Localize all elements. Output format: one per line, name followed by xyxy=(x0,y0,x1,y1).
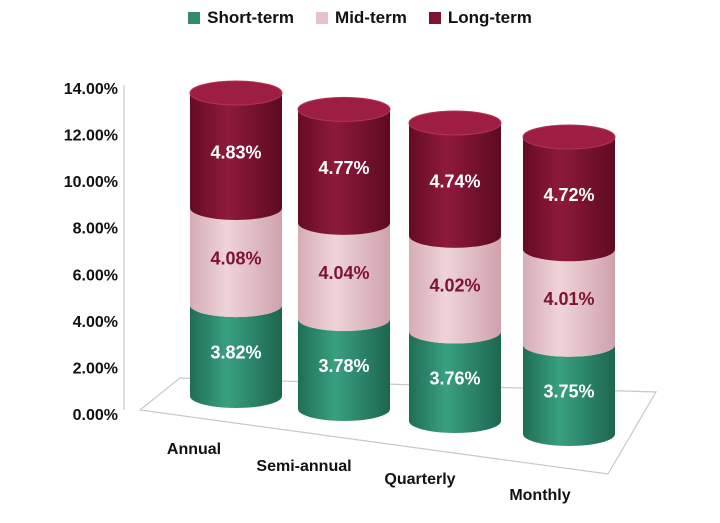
legend-item-long-term: Long-term xyxy=(428,8,532,28)
bar-segment-short-term xyxy=(409,331,501,433)
bar-segment-long-term xyxy=(409,123,501,248)
y-tick-label: 4.00% xyxy=(73,314,118,331)
chart-legend: Short-term Mid-term Long-term xyxy=(0,8,720,28)
cylinder-top-cap xyxy=(408,110,502,136)
bars-group: 3.82% 4.08% 4.83% 3.78% 4.04% 4.77% 3.76% 4.02%… xyxy=(189,80,616,446)
bar-segment-mid-term xyxy=(298,222,390,332)
bar-segment-long-term xyxy=(298,109,390,235)
legend-label-short-term: Short-term xyxy=(207,8,295,27)
data-label: 3.82% xyxy=(210,343,261,363)
legend-label-mid-term: Mid-term xyxy=(335,8,407,27)
legend-swatch-long-term xyxy=(428,12,441,24)
x-tick-label: Semi-annual xyxy=(256,458,351,475)
data-label: 3.76% xyxy=(429,368,480,388)
y-tick-label: 14.00% xyxy=(64,81,118,98)
y-tick-label: 12.00% xyxy=(64,128,118,145)
bar-segment-short-term xyxy=(298,319,390,421)
data-label: 4.77% xyxy=(318,158,369,178)
y-tick-label: 8.00% xyxy=(73,221,118,238)
y-axis: 0.00% 2.00% 4.00% 6.00% 8.00% 10.00% 12.00% 14.… xyxy=(64,81,118,424)
cylinder-annual: 3.82% 4.08% 4.83% xyxy=(189,80,283,408)
bar-segment-mid-term xyxy=(523,249,615,357)
x-axis: Annual Semi-annual Quarterly Monthly xyxy=(167,441,571,504)
y-tick-label: 10.00% xyxy=(64,174,118,191)
data-label: 4.72% xyxy=(543,185,594,205)
cylinder-semi-annual: 3.78% 4.04% 4.77% xyxy=(297,96,391,421)
y-tick-label: 0.00% xyxy=(73,407,118,424)
cylinder-monthly: 3.75% 4.01% 4.72% xyxy=(522,124,616,446)
cylinder-top-cap xyxy=(297,96,391,122)
y-tick-label: 6.00% xyxy=(73,267,118,284)
data-label: 4.01% xyxy=(543,289,594,309)
bar-segment-short-term xyxy=(190,305,282,408)
x-tick-label: Monthly xyxy=(509,487,570,504)
data-label: 4.08% xyxy=(210,249,261,269)
data-label: 4.83% xyxy=(210,143,261,163)
bar-segment-mid-term xyxy=(190,207,282,318)
data-label: 4.02% xyxy=(429,276,480,296)
bar-segment-short-term xyxy=(523,344,615,446)
data-label: 3.78% xyxy=(318,356,369,376)
legend-swatch-short-term xyxy=(188,12,201,24)
bar-segment-long-term xyxy=(190,93,282,220)
data-label: 4.74% xyxy=(429,171,480,191)
x-tick-label: Annual xyxy=(167,441,221,458)
data-label: 3.75% xyxy=(543,381,594,401)
x-tick-label: Quarterly xyxy=(384,471,455,488)
legend-item-mid-term: Mid-term xyxy=(316,8,407,28)
data-label: 4.04% xyxy=(318,263,369,283)
legend-label-long-term: Long-term xyxy=(447,8,532,27)
legend-item-short-term: Short-term xyxy=(188,8,294,28)
cylinder-top-cap xyxy=(189,80,283,106)
cylinder-quarterly: 3.76% 4.02% 4.74% xyxy=(408,110,502,433)
bar-segment-mid-term xyxy=(409,235,501,344)
legend-swatch-mid-term xyxy=(316,12,329,24)
y-tick-label: 2.00% xyxy=(73,360,118,377)
cylinder-top-cap xyxy=(522,124,616,150)
bar-segment-long-term xyxy=(523,136,615,262)
